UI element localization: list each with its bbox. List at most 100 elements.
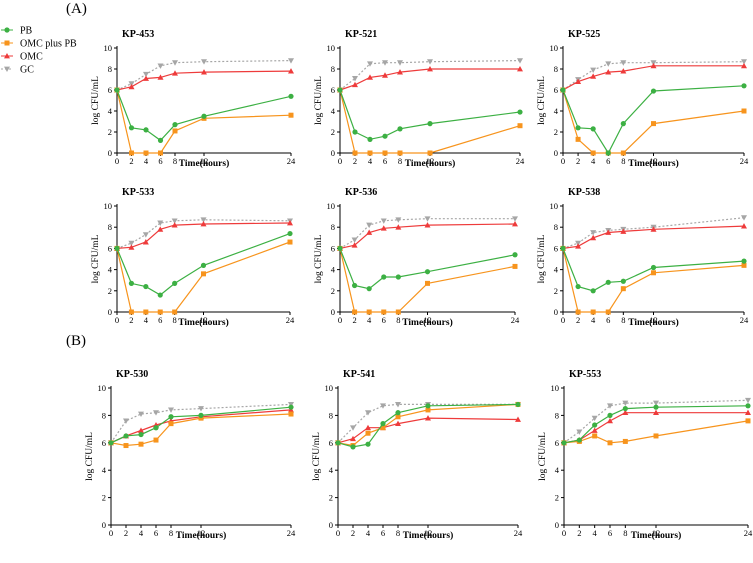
- data-point-omc: [745, 409, 751, 416]
- data-point-gc: [395, 217, 402, 223]
- y-tick-label: 0: [555, 520, 559, 530]
- data-point-gc: [380, 403, 386, 409]
- data-point-omc-plus-pb: [143, 309, 149, 315]
- data-point-omc: [575, 78, 582, 84]
- x-tick-label: 6: [382, 315, 386, 325]
- data-point-omc-plus-pb: [517, 123, 523, 129]
- series-omc: [560, 223, 747, 251]
- data-point-gc: [380, 218, 387, 224]
- x-tick-label: 4: [593, 528, 598, 538]
- x-tick-label: 12: [426, 156, 435, 166]
- data-point-omc-plus-pb: [365, 430, 371, 436]
- data-point-omc: [427, 66, 433, 72]
- data-point-omc: [650, 226, 657, 232]
- y-tick-label: 8: [331, 64, 335, 74]
- data-point-omc: [620, 228, 627, 234]
- data-point-gc: [288, 58, 294, 64]
- x-axis-label: Time(hours): [402, 317, 453, 328]
- data-point-pb: [108, 440, 114, 446]
- x-tick-label: 6: [154, 528, 158, 538]
- data-point-omc-plus-pb: [143, 150, 149, 156]
- data-point-pb: [287, 230, 293, 237]
- y-tick-label: 6: [331, 85, 335, 95]
- y-tick-label: 0: [102, 520, 106, 530]
- y-tick-label: 10: [327, 43, 336, 53]
- series-line-omc-plus-pb: [116, 241, 291, 313]
- series-omc: [337, 66, 523, 93]
- data-point-gc: [741, 59, 747, 65]
- x-tick-label: 2: [576, 156, 580, 166]
- y-tick-label: 10: [104, 43, 113, 53]
- data-point-omc: [201, 69, 207, 75]
- data-point-gc: [351, 237, 358, 243]
- y-tick-label: 8: [331, 222, 335, 232]
- data-point-omc: [157, 74, 164, 80]
- data-point-pb: [592, 422, 598, 428]
- chart-title: KP-533: [122, 187, 154, 198]
- data-point-omc-plus-pb: [590, 150, 596, 156]
- y-tick-label: 10: [98, 383, 107, 393]
- data-point-omc-plus-pb: [741, 262, 747, 268]
- data-point-gc: [366, 222, 373, 229]
- data-point-omc-plus-pb: [367, 150, 373, 156]
- series-line-omc-plus-pb: [562, 248, 745, 313]
- data-point-omc: [590, 234, 597, 241]
- y-tick-label: 8: [329, 410, 333, 420]
- legend-marker-omc: [4, 53, 10, 59]
- y-tick-label: 6: [108, 85, 112, 95]
- chart-title: KP-553: [569, 369, 601, 380]
- data-point-pb: [560, 87, 566, 93]
- data-point-pb: [138, 431, 144, 438]
- data-point-omc-plus-pb: [138, 441, 144, 447]
- data-point-omc: [590, 73, 597, 79]
- data-point-gc: [138, 411, 144, 418]
- y-tick-label: 10: [550, 43, 559, 53]
- data-point-omc: [157, 226, 164, 232]
- data-point-omc-plus-pb: [201, 271, 206, 277]
- y-axis-label: log CFU/mL: [91, 76, 101, 125]
- data-point-gc: [382, 60, 388, 66]
- data-point-pb: [605, 279, 611, 285]
- panel-label-b: (B): [66, 333, 86, 349]
- data-point-omc: [512, 221, 518, 227]
- x-tick-label: 8: [173, 315, 177, 325]
- x-tick-label: 24: [286, 315, 295, 325]
- x-tick-label: 8: [398, 156, 402, 166]
- y-tick-label: 6: [555, 438, 559, 448]
- x-tick-label: 12: [200, 156, 209, 166]
- x-axis-label: Time(hours): [403, 530, 454, 541]
- data-point-pb: [381, 274, 387, 280]
- data-point-pb: [288, 404, 294, 410]
- data-point-omc: [287, 219, 293, 226]
- data-point-omc-plus-pb: [590, 309, 596, 315]
- x-tick-label: 0: [561, 315, 565, 325]
- data-point-pb: [350, 444, 356, 450]
- y-tick-label: 2: [108, 127, 112, 137]
- data-point-omc: [172, 70, 178, 76]
- y-tick-label: 2: [555, 493, 559, 503]
- x-tick-label: 24: [744, 528, 753, 538]
- y-axis-label: log CFU/mL: [537, 234, 547, 283]
- series-omc-plus-pb: [337, 245, 518, 315]
- data-point-omc-plus-pb: [352, 309, 358, 315]
- series-omc: [108, 406, 294, 446]
- legend: PB OMC plus PB OMC GC: [1, 26, 77, 76]
- data-point-omc: [366, 229, 373, 235]
- x-tick-label: 2: [353, 156, 357, 166]
- data-point-pb: [561, 440, 567, 446]
- series-pb: [114, 230, 293, 298]
- y-tick-label: 6: [102, 438, 106, 448]
- y-tick-label: 2: [102, 493, 106, 503]
- x-tick-label: 6: [606, 156, 610, 166]
- data-point-pb: [198, 412, 204, 418]
- y-axis-label: log CFU/mL: [91, 234, 101, 283]
- x-tick-label: 24: [287, 156, 296, 166]
- series-gc: [337, 58, 523, 93]
- series-gc: [108, 402, 294, 446]
- data-point-omc-plus-pb: [172, 309, 178, 315]
- series-pb: [561, 403, 751, 446]
- data-point-pb: [576, 437, 582, 443]
- data-point-pb: [351, 282, 358, 289]
